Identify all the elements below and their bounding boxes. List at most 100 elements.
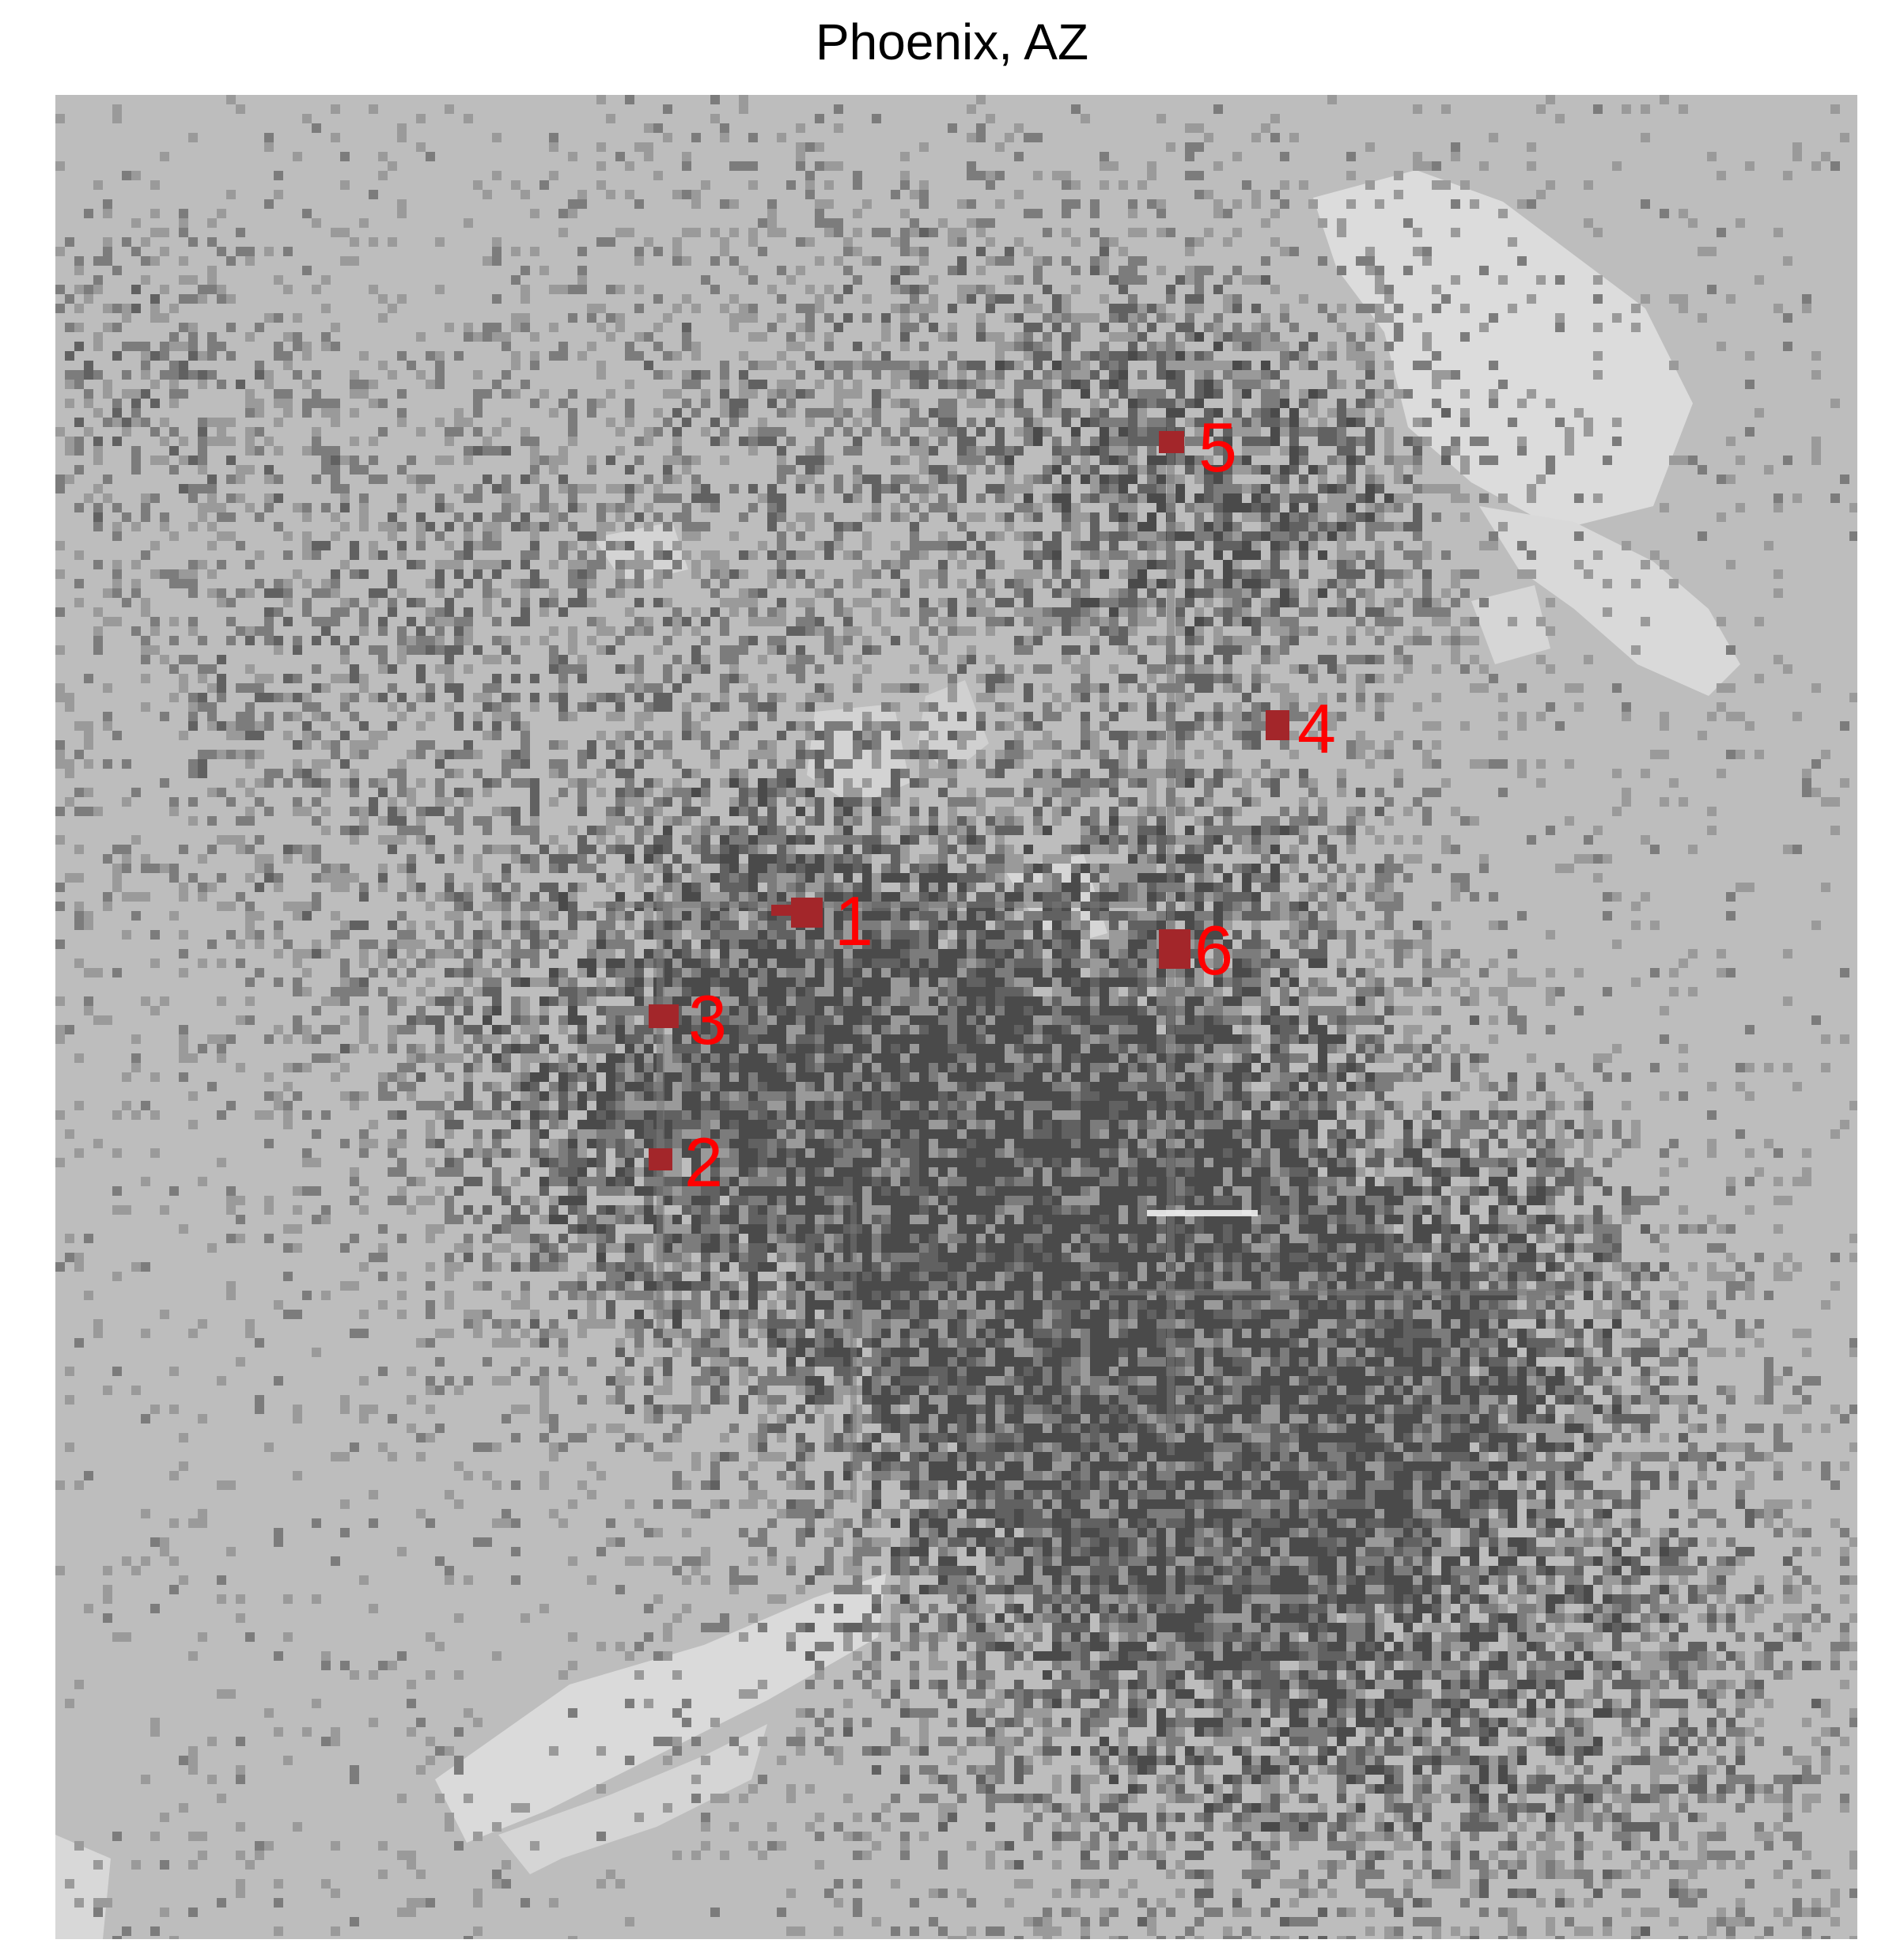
urban-pixel xyxy=(1090,475,1100,484)
urban-pixel xyxy=(1194,380,1204,389)
urban-pixel xyxy=(596,399,606,408)
urban-pixel xyxy=(691,199,701,209)
urban-pixel xyxy=(910,522,919,531)
urban-pixel xyxy=(511,247,520,256)
urban-pixel xyxy=(1251,275,1261,285)
urban-pixel xyxy=(568,541,577,550)
urban-pixel xyxy=(1024,294,1033,304)
urban-pixel xyxy=(1014,816,1024,826)
urban-pixel xyxy=(1270,788,1280,797)
urban-pixel xyxy=(274,389,283,399)
urban-pixel xyxy=(1318,693,1327,702)
urban-pixel xyxy=(1242,607,1251,617)
urban-pixel xyxy=(274,446,283,456)
urban-pixel xyxy=(691,769,701,778)
urban-pixel xyxy=(710,95,720,104)
urban-pixel xyxy=(872,588,881,598)
urban-pixel xyxy=(1413,247,1422,256)
urban-pixel xyxy=(1270,769,1280,778)
urban-pixel xyxy=(1726,294,1736,304)
urban-pixel xyxy=(1175,550,1185,560)
urban-pixel xyxy=(1185,351,1194,361)
urban-pixel xyxy=(739,588,748,598)
urban-pixel xyxy=(710,493,720,503)
urban-pixel xyxy=(283,361,293,370)
urban-pixel xyxy=(919,569,929,579)
urban-pixel xyxy=(577,807,587,816)
urban-pixel xyxy=(558,655,568,664)
urban-pixel xyxy=(1289,456,1299,465)
urban-pixel xyxy=(55,759,65,769)
urban-pixel xyxy=(957,560,967,569)
urban-pixel xyxy=(502,873,511,883)
urban-pixel xyxy=(758,816,767,826)
urban-pixel xyxy=(853,484,862,493)
urban-pixel xyxy=(796,674,805,683)
urban-pixel xyxy=(881,427,891,437)
urban-pixel xyxy=(397,418,407,427)
urban-pixel xyxy=(748,380,758,389)
urban-pixel xyxy=(1375,693,1384,702)
urban-pixel xyxy=(1014,826,1024,835)
urban-pixel xyxy=(986,873,995,883)
urban-pixel xyxy=(682,465,691,475)
urban-pixel xyxy=(1024,617,1033,626)
urban-pixel xyxy=(188,579,198,588)
urban-pixel xyxy=(426,475,435,484)
urban-pixel xyxy=(1194,332,1204,342)
urban-pixel xyxy=(464,323,473,332)
urban-pixel xyxy=(1251,465,1261,475)
urban-pixel xyxy=(815,854,824,864)
urban-pixel xyxy=(1242,484,1251,493)
urban-pixel xyxy=(1062,370,1071,380)
urban-pixel xyxy=(682,342,691,351)
urban-pixel xyxy=(691,693,701,702)
urban-pixel xyxy=(312,731,321,740)
urban-pixel xyxy=(530,503,539,512)
urban-pixel xyxy=(1251,484,1261,493)
urban-pixel xyxy=(986,826,995,835)
urban-pixel xyxy=(1033,826,1043,835)
urban-pixel xyxy=(701,664,710,674)
urban-pixel xyxy=(274,493,283,503)
urban-pixel xyxy=(1081,380,1090,389)
urban-pixel xyxy=(957,427,967,437)
urban-pixel xyxy=(65,475,74,484)
urban-pixel xyxy=(900,361,910,370)
urban-pixel xyxy=(530,569,539,579)
urban-pixel xyxy=(843,721,853,731)
urban-pixel xyxy=(1479,456,1489,465)
urban-pixel xyxy=(1375,199,1384,209)
urban-pixel xyxy=(464,883,473,892)
urban-pixel xyxy=(188,351,198,361)
urban-pixel xyxy=(596,626,606,636)
urban-pixel xyxy=(236,104,245,114)
urban-pixel xyxy=(1062,418,1071,427)
urban-pixel xyxy=(891,816,900,826)
urban-pixel xyxy=(948,427,957,437)
urban-pixel xyxy=(1232,560,1242,569)
urban-pixel xyxy=(986,864,995,873)
urban-pixel xyxy=(805,598,815,607)
urban-pixel xyxy=(1261,816,1270,826)
urban-pixel xyxy=(919,285,929,294)
urban-pixel xyxy=(805,512,815,522)
urban-pixel xyxy=(198,759,207,769)
urban-pixel xyxy=(122,171,131,180)
urban-pixel xyxy=(454,826,464,835)
urban-pixel xyxy=(1128,512,1137,522)
urban-pixel xyxy=(1441,550,1451,560)
urban-pixel xyxy=(502,892,511,902)
urban-pixel xyxy=(1460,512,1470,522)
urban-pixel xyxy=(331,465,340,475)
urban-pixel xyxy=(207,266,217,275)
urban-pixel xyxy=(1014,503,1024,512)
urban-pixel xyxy=(1517,541,1527,550)
urban-pixel xyxy=(805,190,815,199)
urban-pixel xyxy=(853,750,862,759)
urban-pixel xyxy=(1394,579,1403,588)
urban-pixel xyxy=(198,484,207,493)
urban-pixel xyxy=(777,503,786,512)
urban-pixel xyxy=(1346,807,1356,816)
urban-pixel xyxy=(236,626,245,636)
